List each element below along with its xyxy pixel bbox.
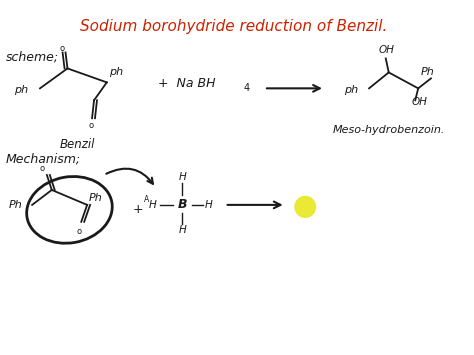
Text: scheme;: scheme; <box>6 50 59 64</box>
Text: ph: ph <box>345 85 359 95</box>
Text: Benzil: Benzil <box>60 138 95 151</box>
Text: OH: OH <box>411 97 427 107</box>
Text: Ph: Ph <box>421 67 435 77</box>
Text: Mechanism;: Mechanism; <box>6 152 81 165</box>
Text: H: H <box>179 225 186 235</box>
Text: +  Na BH: + Na BH <box>158 77 215 90</box>
Text: H: H <box>205 200 213 210</box>
Text: Ph: Ph <box>9 200 22 210</box>
Text: 4: 4 <box>243 83 249 93</box>
Text: o: o <box>59 44 64 53</box>
Text: OH: OH <box>379 45 395 55</box>
Text: H: H <box>149 200 157 210</box>
FancyArrowPatch shape <box>106 169 153 184</box>
Text: B: B <box>178 198 187 211</box>
Text: Sodium borohydride reduction of Benzil.: Sodium borohydride reduction of Benzil. <box>80 18 387 34</box>
Text: ph: ph <box>14 85 28 95</box>
Text: A: A <box>144 195 149 204</box>
Text: o: o <box>39 164 45 173</box>
Text: Meso-hydrobenzoin.: Meso-hydrobenzoin. <box>333 125 445 135</box>
Text: H: H <box>179 172 186 182</box>
Text: ph: ph <box>109 67 123 77</box>
Text: +: + <box>133 203 144 217</box>
Circle shape <box>295 197 316 217</box>
Text: o: o <box>89 121 94 130</box>
Text: o: o <box>77 227 82 236</box>
Text: Ph: Ph <box>89 193 103 203</box>
